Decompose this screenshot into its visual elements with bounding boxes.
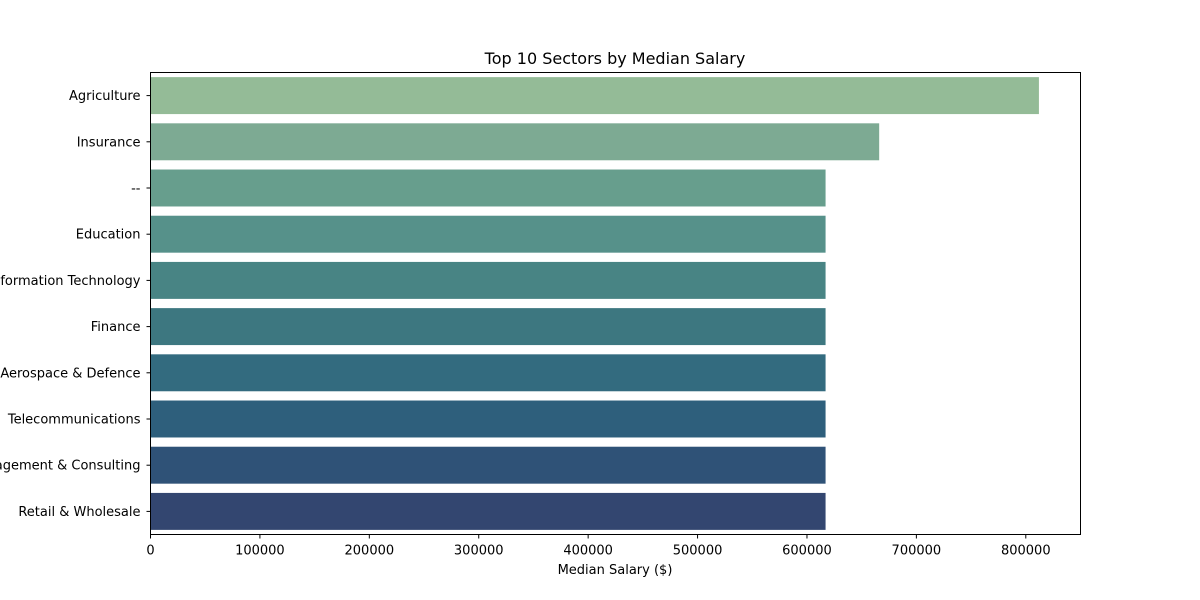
x-axis-ticks: 0 100000 200000 300000 400000 500000 600000 700… (146, 534, 1051, 559)
bar (150, 492, 826, 530)
chart-title: Top 10 Sectors by Median Salary (484, 49, 746, 68)
y-tick-label: Telecommunications (7, 413, 141, 428)
bar (150, 261, 826, 299)
bar (150, 308, 826, 346)
bar (150, 215, 826, 253)
x-tick-label: 700000 (892, 544, 942, 559)
bar (150, 446, 826, 484)
x-tick-label: 500000 (673, 544, 723, 559)
y-tick-label: Aerospace & Defence (0, 366, 140, 381)
plot-frame (150, 72, 1081, 535)
bar (150, 400, 826, 438)
bar (150, 77, 1039, 115)
y-tick-label: Information Technology (0, 274, 141, 289)
x-tick-label: 300000 (454, 544, 504, 559)
y-tick-label: Education (76, 228, 141, 243)
bars-group (150, 77, 1039, 530)
y-tick-label: Retail & Wholesale (18, 505, 140, 520)
y-tick-label: Insurance (77, 135, 141, 150)
x-axis-label: Median Salary ($) (558, 563, 673, 578)
x-tick-label: 600000 (782, 544, 832, 559)
x-tick-label: 0 (146, 544, 154, 559)
y-tick-label: Management & Consulting (0, 459, 141, 474)
y-tick-label: -- (131, 182, 141, 197)
bar (150, 169, 826, 207)
x-tick-label: 400000 (563, 544, 613, 559)
y-tick-label: Agriculture (69, 89, 141, 104)
x-tick-label: 100000 (235, 544, 285, 559)
x-tick-label: 200000 (345, 544, 395, 559)
category-labels: Agriculture Insurance -- Education Informati… (0, 89, 151, 520)
bar (150, 123, 880, 161)
x-tick-label: 800000 (1001, 544, 1051, 559)
y-tick-label: Finance (91, 320, 141, 335)
bar (150, 354, 826, 392)
